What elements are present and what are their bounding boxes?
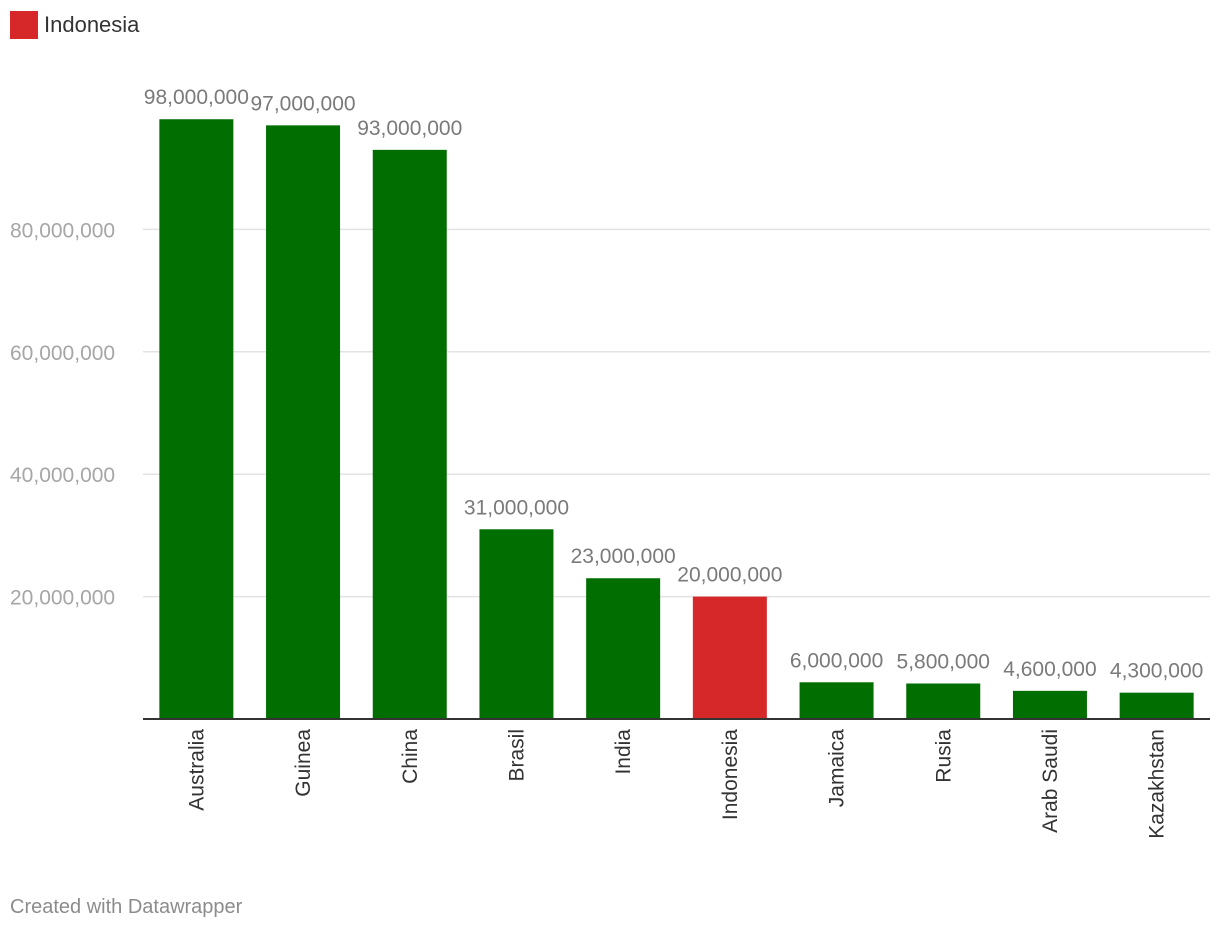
data-label: 20,000,000 [677, 564, 782, 587]
data-label: 6,000,000 [790, 649, 883, 672]
x-tick-label: Australia [185, 729, 208, 811]
y-tick-label: 60,000,000 [10, 342, 115, 365]
bar [799, 682, 874, 719]
data-label: 98,000,000 [144, 86, 249, 109]
x-tick-label: Indonesia [719, 729, 742, 820]
y-tick-label: 40,000,000 [10, 464, 115, 487]
x-tick-label: Kazakhstan [1146, 729, 1169, 839]
credit-text: Created with Datawrapper [10, 896, 243, 918]
data-label: 4,300,000 [1110, 660, 1203, 683]
bar [692, 596, 767, 719]
x-tick-label: Brasil [505, 729, 528, 782]
bar [1119, 692, 1194, 719]
data-label: 23,000,000 [571, 545, 676, 568]
x-tick-label: India [612, 729, 635, 775]
bar [159, 119, 234, 720]
legend-label: Indonesia [44, 12, 140, 37]
bar [906, 683, 981, 719]
y-tick-label: 20,000,000 [10, 587, 115, 610]
data-label: 5,800,000 [897, 651, 990, 674]
x-tick-label: Guinea [292, 729, 315, 797]
x-tick-label: China [399, 729, 422, 784]
x-tick-label: Rusia [932, 729, 955, 783]
legend-swatch [10, 11, 38, 39]
legend: Indonesia [10, 11, 139, 39]
data-label: 4,600,000 [1003, 658, 1096, 681]
x-tick-label: Jamaica [826, 729, 849, 808]
bar [266, 125, 341, 720]
x-tick-label: Arab Saudi [1039, 729, 1062, 833]
data-label: 93,000,000 [357, 117, 462, 140]
bar [586, 578, 661, 719]
bar [1012, 690, 1087, 719]
bar [372, 149, 447, 720]
bar [479, 529, 554, 719]
data-label: 97,000,000 [250, 92, 355, 115]
y-tick-label: 80,000,000 [10, 219, 115, 242]
data-label: 31,000,000 [464, 496, 569, 519]
